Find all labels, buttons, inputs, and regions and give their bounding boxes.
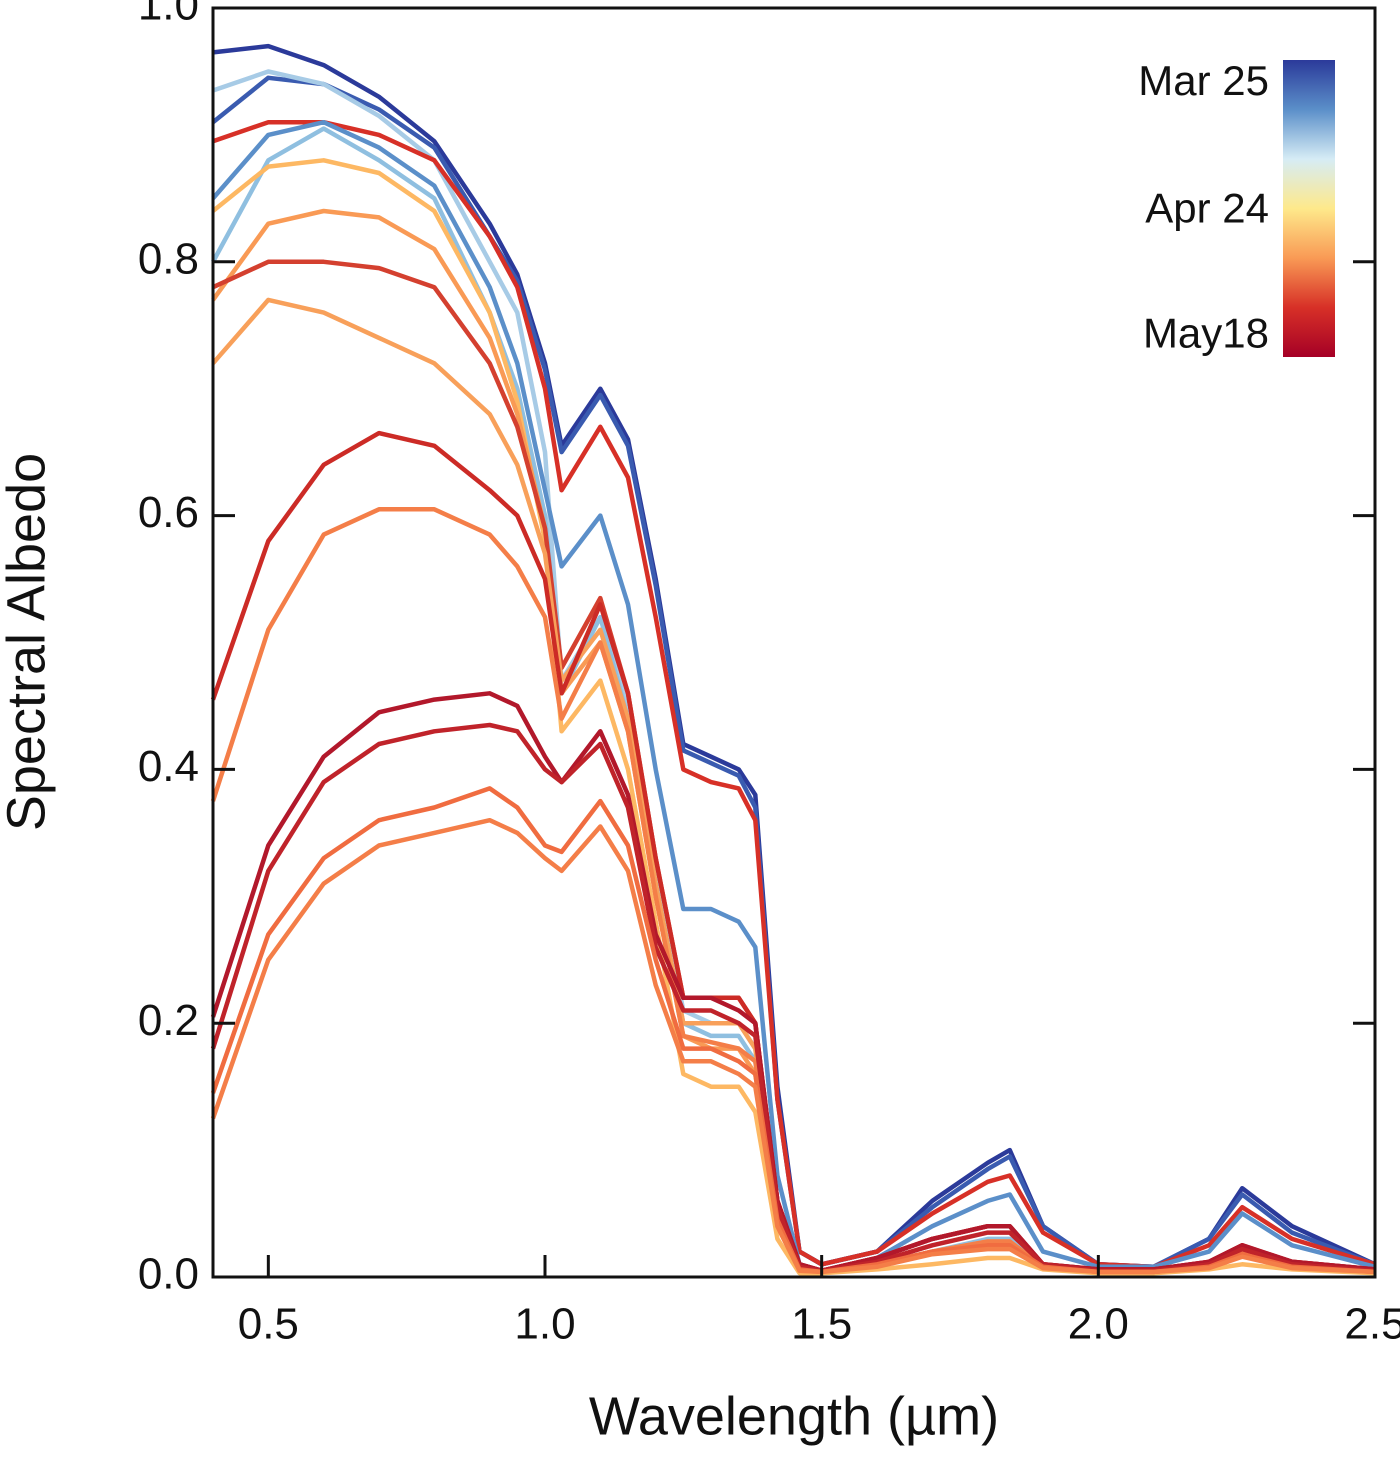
colorbar-label: May18 [1143, 309, 1269, 356]
x-tick-label: 2.0 [1068, 1300, 1129, 1349]
x-axis-title: Wavelength (µm) [589, 1386, 999, 1446]
data-line [210, 691, 1376, 1273]
y-tick-label: 0.4 [138, 742, 199, 791]
x-tick-label: 1.0 [514, 1300, 575, 1349]
colorbar-label: Apr 24 [1145, 185, 1269, 232]
data-line [210, 507, 1376, 1275]
x-tick-label: 0.5 [238, 1300, 299, 1349]
plot-frame [211, 6, 1377, 1279]
y-tick-label: 0.2 [138, 996, 199, 1045]
colorbar [1283, 60, 1335, 357]
x-tick-label: 2.5 [1344, 1300, 1400, 1349]
y-tick-label: 1.0 [138, 0, 199, 30]
data-line [212, 259, 1376, 1273]
y-axis-title: Spectral Albedo [0, 453, 56, 831]
data-line [212, 119, 1376, 1270]
data-line [210, 722, 1376, 1273]
y-tick-label: 0.0 [138, 1250, 199, 1299]
data-line [210, 430, 1376, 1273]
data-line [211, 126, 1376, 1273]
colorbar-label: Mar 25 [1138, 57, 1269, 104]
x-tick-label: 1.5 [791, 1300, 852, 1349]
y-tick-label: 0.6 [138, 488, 199, 537]
data-line [211, 75, 1376, 1270]
data-line [211, 119, 1376, 1273]
data-line [211, 297, 1376, 1275]
y-tick-label: 0.8 [138, 234, 199, 283]
data-line [212, 69, 1376, 1273]
data-line [210, 817, 1376, 1275]
